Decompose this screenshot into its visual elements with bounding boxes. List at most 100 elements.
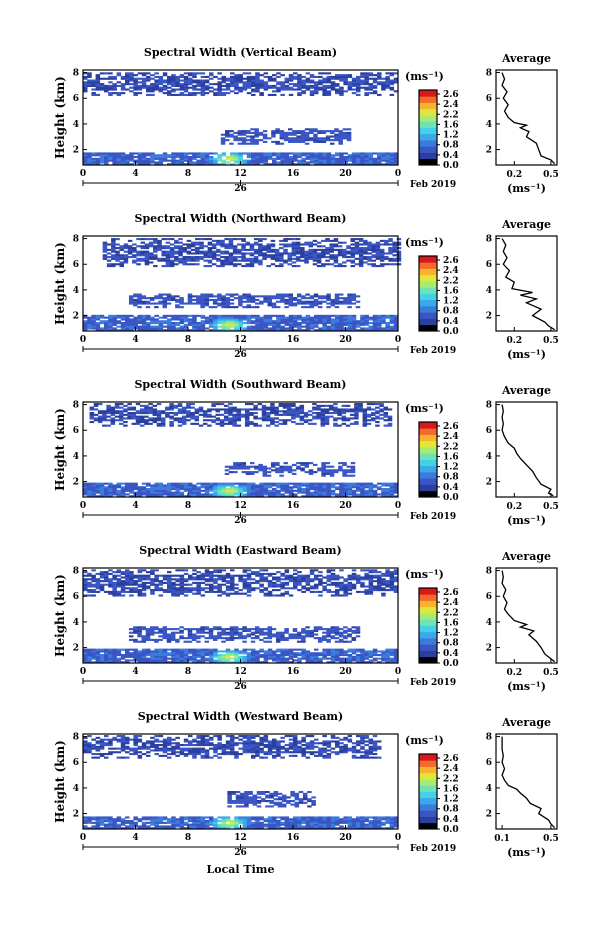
heat-cell xyxy=(389,156,395,159)
heat-cell xyxy=(83,589,88,592)
heat-cell xyxy=(150,655,155,658)
heat-cell xyxy=(196,92,201,95)
heat-cell xyxy=(259,323,264,326)
heat-cell xyxy=(246,306,252,309)
heat-cell xyxy=(316,265,322,268)
heat-cell xyxy=(175,592,180,595)
heat-cell xyxy=(207,265,213,268)
heat-cell xyxy=(99,482,105,485)
colorbar-tick-label: 2.4 xyxy=(443,266,459,276)
heat-cell xyxy=(346,131,352,134)
heat-cell xyxy=(255,83,260,86)
heat-cell xyxy=(305,325,311,328)
heat-cell xyxy=(343,654,348,657)
heat-cell xyxy=(284,489,290,492)
heat-cell xyxy=(276,86,281,89)
heat-cell xyxy=(333,238,339,241)
heat-cell xyxy=(150,650,155,653)
heat-cell xyxy=(354,245,360,248)
heat-cell xyxy=(192,320,197,323)
heat-cell xyxy=(314,156,319,159)
heat-cell xyxy=(228,412,233,415)
heat-cell xyxy=(112,156,117,159)
heat-cell xyxy=(318,159,323,162)
heat-cell xyxy=(301,650,306,653)
heat-cell xyxy=(148,245,154,248)
heat-cell xyxy=(330,130,335,133)
heat-cell xyxy=(146,648,151,651)
heat-cell xyxy=(190,257,196,260)
heat-cell xyxy=(381,156,386,159)
heat-cell xyxy=(204,571,210,574)
heat-cell xyxy=(301,316,306,319)
heat-cell xyxy=(317,300,323,303)
heat-cell xyxy=(204,574,210,577)
heat-cell xyxy=(167,81,172,84)
heat-cell xyxy=(175,81,180,84)
heat-cell xyxy=(262,472,268,475)
heat-cell xyxy=(245,467,251,470)
heat-cell xyxy=(363,256,368,259)
heat-cell xyxy=(95,323,101,326)
heat-cell xyxy=(301,86,306,89)
heat-cell xyxy=(372,652,378,655)
heat-cell xyxy=(195,248,200,251)
heat-cell xyxy=(137,322,143,325)
heat-cell xyxy=(377,314,382,317)
heat-cell xyxy=(246,75,252,79)
heat-cell xyxy=(225,648,231,651)
heat-cell xyxy=(233,463,238,466)
heat-cell xyxy=(190,417,195,420)
heat-cell xyxy=(192,650,197,653)
heat-cell xyxy=(280,74,285,77)
heat-cell xyxy=(291,254,297,257)
heat-cell xyxy=(347,484,353,487)
heat-cell xyxy=(161,259,166,262)
heat-cell xyxy=(212,298,218,302)
heat-cell xyxy=(211,419,216,422)
heat-cell xyxy=(259,154,264,157)
heat-cell xyxy=(220,252,225,255)
heat-cell xyxy=(167,92,172,95)
heat-cell xyxy=(330,300,336,303)
heat-cell xyxy=(287,238,292,241)
heat-cell xyxy=(209,77,214,80)
heat-cell xyxy=(217,659,222,662)
heat-cell xyxy=(266,471,272,474)
heat-cell xyxy=(167,578,172,581)
heat-cell xyxy=(334,306,340,309)
heat-cell xyxy=(108,93,113,96)
heat-cell xyxy=(128,297,134,300)
heat-cell xyxy=(129,77,134,80)
heat-cell xyxy=(347,482,353,485)
heat-cell xyxy=(137,325,143,328)
heat-cell xyxy=(389,81,395,84)
heat-cell xyxy=(118,406,124,409)
heat-cell xyxy=(309,320,315,323)
heat-cell xyxy=(324,404,330,407)
heat-cell xyxy=(141,316,147,319)
heat-cell xyxy=(270,462,276,465)
x-tick-label: 12 xyxy=(234,169,247,179)
heat-cell xyxy=(276,316,281,319)
heat-cell xyxy=(209,316,214,319)
heat-cell xyxy=(314,655,319,658)
heat-cell xyxy=(393,484,399,487)
heat-cell xyxy=(133,657,138,660)
heat-cell xyxy=(304,465,310,468)
heat-cell xyxy=(217,297,222,300)
heat-cell xyxy=(196,650,201,653)
heat-cell xyxy=(321,250,326,253)
heat-cell xyxy=(173,404,179,407)
heat-cell xyxy=(330,83,336,86)
heat-cell xyxy=(91,327,96,330)
heat-cell xyxy=(153,254,158,257)
heat-cell xyxy=(358,263,364,266)
heat-cell xyxy=(165,254,171,257)
heat-cell xyxy=(301,84,306,87)
heat-cell xyxy=(343,482,348,485)
heat-cell xyxy=(249,412,254,415)
heat-cell xyxy=(125,83,130,86)
heat-cell xyxy=(188,83,193,86)
heat-cell xyxy=(99,327,105,330)
